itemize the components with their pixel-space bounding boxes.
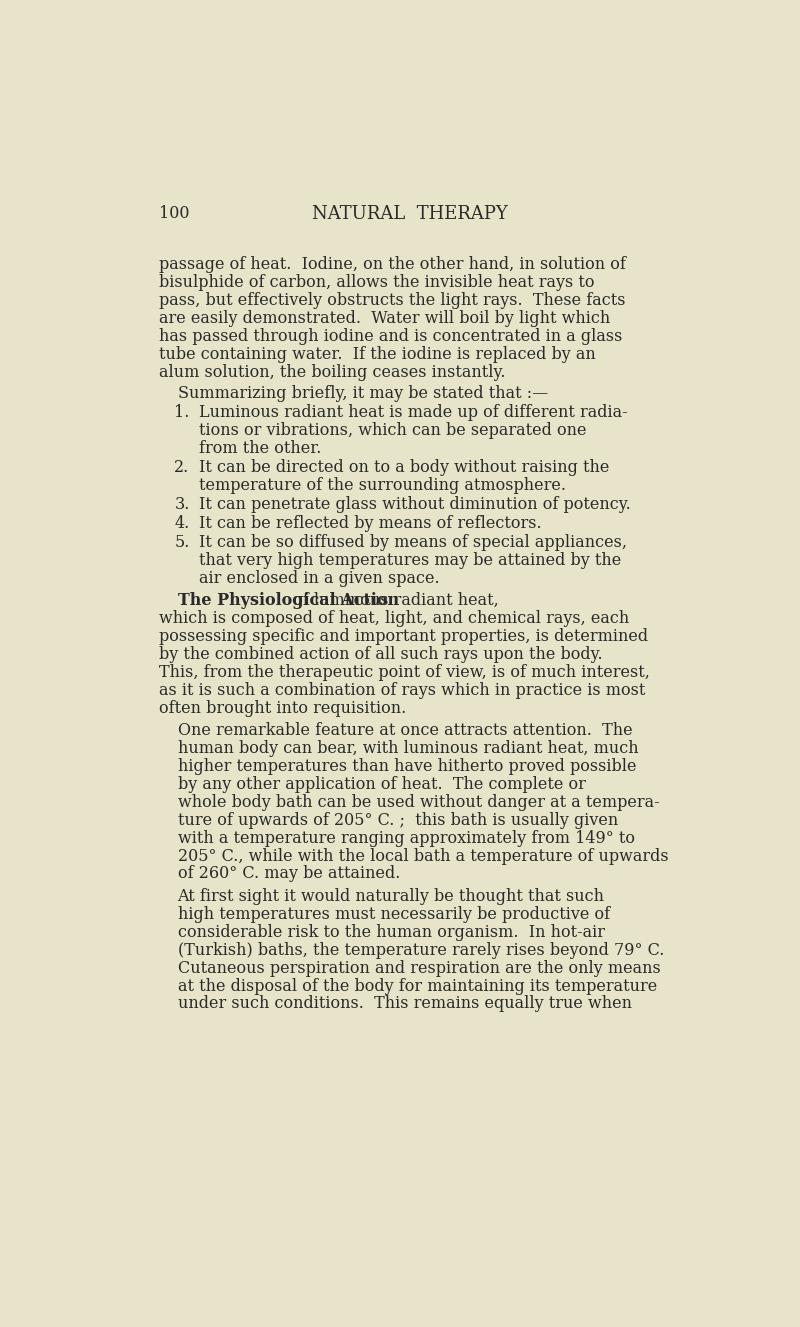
Text: passage of heat.  Iodine, on the other hand, in solution of: passage of heat. Iodine, on the other ha… xyxy=(159,256,626,273)
Text: pass, but effectively obstructs the light rays.  These facts: pass, but effectively obstructs the ligh… xyxy=(159,292,626,309)
Text: The Physiological Action: The Physiological Action xyxy=(178,592,398,609)
Text: 205° C., while with the local bath a temperature of upwards: 205° C., while with the local bath a tem… xyxy=(178,848,668,864)
Text: bisulphide of carbon, allows the invisible heat rays to: bisulphide of carbon, allows the invisib… xyxy=(159,275,594,291)
Text: from the other.: from the other. xyxy=(199,441,322,456)
Text: ture of upwards of 205° C. ;  this bath is usually given: ture of upwards of 205° C. ; this bath i… xyxy=(178,812,618,829)
Text: high temperatures must necessarily be productive of: high temperatures must necessarily be pr… xyxy=(178,906,610,924)
Text: One remarkable feature at once attracts attention.  The: One remarkable feature at once attracts … xyxy=(178,722,632,739)
Text: has passed through iodine and is concentrated in a glass: has passed through iodine and is concent… xyxy=(159,328,622,345)
Text: Luminous radiant heat is made up of different radia-: Luminous radiant heat is made up of diff… xyxy=(199,405,628,421)
Text: It can be so diffused by means of special appliances,: It can be so diffused by means of specia… xyxy=(199,535,627,551)
Text: air enclosed in a given space.: air enclosed in a given space. xyxy=(199,571,440,587)
Text: possessing specific and important properties, is determined: possessing specific and important proper… xyxy=(159,628,648,645)
Text: At first sight it would naturally be thought that such: At first sight it would naturally be tho… xyxy=(178,888,605,905)
Text: 4.: 4. xyxy=(174,515,190,532)
Text: of luminous radiant heat,: of luminous radiant heat, xyxy=(288,592,498,609)
Text: higher temperatures than have hitherto proved possible: higher temperatures than have hitherto p… xyxy=(178,758,636,775)
Text: often brought into requisition.: often brought into requisition. xyxy=(159,699,406,717)
Text: Cutaneous perspiration and respiration are the only means: Cutaneous perspiration and respiration a… xyxy=(178,959,660,977)
Text: It can be reflected by means of reflectors.: It can be reflected by means of reflecto… xyxy=(199,515,542,532)
Text: 1.: 1. xyxy=(174,405,190,421)
Text: whole body bath can be used without danger at a tempera-: whole body bath can be used without dang… xyxy=(178,794,659,811)
Text: under such conditions.  This remains equally true when: under such conditions. This remains equa… xyxy=(178,995,631,1013)
Text: 100: 100 xyxy=(159,206,190,222)
Text: tions or vibrations, which can be separated one: tions or vibrations, which can be separa… xyxy=(199,422,586,439)
Text: with a temperature ranging approximately from 149° to: with a temperature ranging approximately… xyxy=(178,829,634,847)
Text: at the disposal of the body for maintaining its temperature: at the disposal of the body for maintain… xyxy=(178,978,657,995)
Text: human body can bear, with luminous radiant heat, much: human body can bear, with luminous radia… xyxy=(178,740,638,758)
Text: are easily demonstrated.  Water will boil by light which: are easily demonstrated. Water will boil… xyxy=(159,311,610,326)
Text: temperature of the surrounding atmosphere.: temperature of the surrounding atmospher… xyxy=(199,476,566,494)
Text: by any other application of heat.  The complete or: by any other application of heat. The co… xyxy=(178,776,586,794)
Text: 3.: 3. xyxy=(174,496,190,514)
Text: by the combined action of all such rays upon the body.: by the combined action of all such rays … xyxy=(159,646,602,664)
Text: It can be directed on to a body without raising the: It can be directed on to a body without … xyxy=(199,459,610,476)
Text: 2.: 2. xyxy=(174,459,190,476)
Text: tube containing water.  If the iodine is replaced by an: tube containing water. If the iodine is … xyxy=(159,346,596,362)
Text: as it is such a combination of rays which in practice is most: as it is such a combination of rays whic… xyxy=(159,682,646,699)
Text: Summarizing briefly, it may be stated that :—: Summarizing briefly, it may be stated th… xyxy=(178,385,548,402)
Text: It can penetrate glass without diminution of potency.: It can penetrate glass without diminutio… xyxy=(199,496,631,514)
Text: which is composed of heat, light, and chemical rays, each: which is composed of heat, light, and ch… xyxy=(159,610,629,628)
Text: that very high temperatures may be attained by the: that very high temperatures may be attai… xyxy=(199,552,622,569)
Text: 5.: 5. xyxy=(174,535,190,551)
Text: NATURAL  THERAPY: NATURAL THERAPY xyxy=(312,206,508,223)
Text: considerable risk to the human organism.  In hot-air: considerable risk to the human organism.… xyxy=(178,924,605,941)
Text: alum solution, the boiling ceases instantly.: alum solution, the boiling ceases instan… xyxy=(159,364,506,381)
Text: of 260° C. may be attained.: of 260° C. may be attained. xyxy=(178,865,400,882)
Text: This, from the therapeutic point of view, is of much interest,: This, from the therapeutic point of view… xyxy=(159,664,650,681)
Text: (Turkish) baths, the temperature rarely rises beyond 79° C.: (Turkish) baths, the temperature rarely … xyxy=(178,942,664,959)
